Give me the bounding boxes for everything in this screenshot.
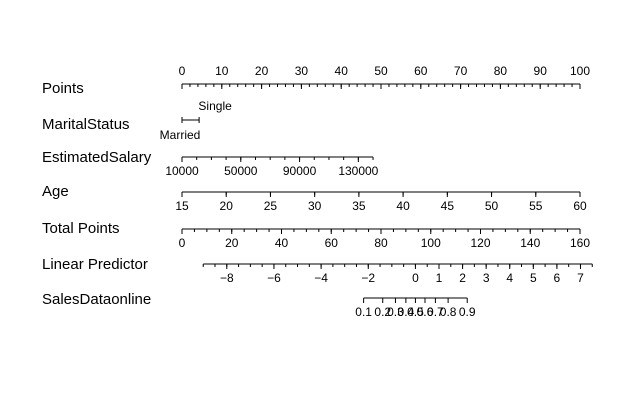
row-labels: Points MaritalStatus EstimatedSalary Age… xyxy=(42,80,152,308)
sales-data-online-tick-label: 0.5 xyxy=(407,305,424,319)
points-tick-label: 90 xyxy=(534,64,548,78)
points-tick-label: 20 xyxy=(255,64,269,78)
age-tick-label: 40 xyxy=(396,199,410,213)
row-label-marital-status: MaritalStatus xyxy=(42,116,130,133)
age-tick-label: 20 xyxy=(220,199,234,213)
linear-predictor-tick-label: 2 xyxy=(459,271,466,285)
linear-predictor-tick-label: 6 xyxy=(554,271,561,285)
row-label-age: Age xyxy=(42,183,69,200)
row-label-sales-data-online: SalesDataonline xyxy=(42,291,151,308)
age-tick-label: 25 xyxy=(264,199,278,213)
total-points-tick-label: 20 xyxy=(225,236,239,250)
points-tick-label: 50 xyxy=(374,64,388,78)
points-tick-label: 80 xyxy=(494,64,508,78)
marital-status-label-single: Single xyxy=(198,99,232,113)
age-tick-label: 30 xyxy=(308,199,322,213)
age-tick-label: 15 xyxy=(175,199,189,213)
points-tick-label: 0 xyxy=(179,64,186,78)
linear-predictor-tick-label: −8 xyxy=(220,271,234,285)
estimated-salary-tick-label: 10000 xyxy=(165,164,199,178)
points-tick-label: 70 xyxy=(454,64,468,78)
total-points-tick-label: 60 xyxy=(325,236,339,250)
total-points-tick-label: 80 xyxy=(374,236,388,250)
row-label-total-points: Total Points xyxy=(42,220,120,237)
sales-data-online-tick-label: 0.7 xyxy=(427,305,444,319)
linear-predictor-tick-label: −6 xyxy=(267,271,281,285)
linear-predictor-tick-label: 1 xyxy=(436,271,443,285)
row-label-estimated-salary: EstimatedSalary xyxy=(42,149,152,166)
total-points-tick-label: 100 xyxy=(421,236,441,250)
row-label-points: Points xyxy=(42,80,84,97)
linear-predictor-tick-label: 0 xyxy=(412,271,419,285)
points-tick-label: 40 xyxy=(335,64,349,78)
row-label-linear-predictor: Linear Predictor xyxy=(42,256,148,273)
total-points-tick-label: 40 xyxy=(275,236,289,250)
sales-data-online-tick-label: 0.6 xyxy=(417,305,434,319)
estimated-salary-tick-label: 50000 xyxy=(224,164,258,178)
points-tick-label: 10 xyxy=(215,64,229,78)
linear-predictor-tick-label: 3 xyxy=(483,271,490,285)
sales-data-online-tick-label: 0.3 xyxy=(387,305,404,319)
points-tick-label: 30 xyxy=(295,64,309,78)
estimated-salary-tick-label: 90000 xyxy=(283,164,317,178)
sales-data-online-tick-label: 0.1 xyxy=(355,305,372,319)
sales-data-online-tick-label: 0.2 xyxy=(374,305,391,319)
sales-data-online-tick-label: 0.8 xyxy=(440,305,457,319)
marital-status-label-married: Married xyxy=(160,128,201,142)
points-tick-label: 60 xyxy=(414,64,428,78)
age-tick-label: 50 xyxy=(485,199,499,213)
age-tick-label: 55 xyxy=(529,199,543,213)
sales-data-online-tick-label: 0.9 xyxy=(459,305,476,319)
total-points-tick-label: 0 xyxy=(179,236,186,250)
age-tick-label: 60 xyxy=(573,199,587,213)
sales-data-online-tick-label: 0.4 xyxy=(398,305,415,319)
total-points-tick-label: 160 xyxy=(570,236,590,250)
points-tick-label: 100 xyxy=(570,64,590,78)
age-tick-label: 45 xyxy=(441,199,455,213)
estimated-salary-tick-label: 130000 xyxy=(338,164,378,178)
age-tick-label: 35 xyxy=(352,199,366,213)
total-points-tick-label: 120 xyxy=(470,236,490,250)
linear-predictor-tick-label: 5 xyxy=(530,271,537,285)
linear-predictor-tick-label: 4 xyxy=(506,271,513,285)
total-points-tick-label: 140 xyxy=(520,236,540,250)
axes-layer: 0 10 20 30 40 50 60 70 80 90 100MarriedSingle10000… xyxy=(160,64,593,319)
linear-predictor-tick-label: 7 xyxy=(577,271,584,285)
linear-predictor-tick-label: −2 xyxy=(361,271,375,285)
linear-predictor-tick-label: −4 xyxy=(314,271,328,285)
